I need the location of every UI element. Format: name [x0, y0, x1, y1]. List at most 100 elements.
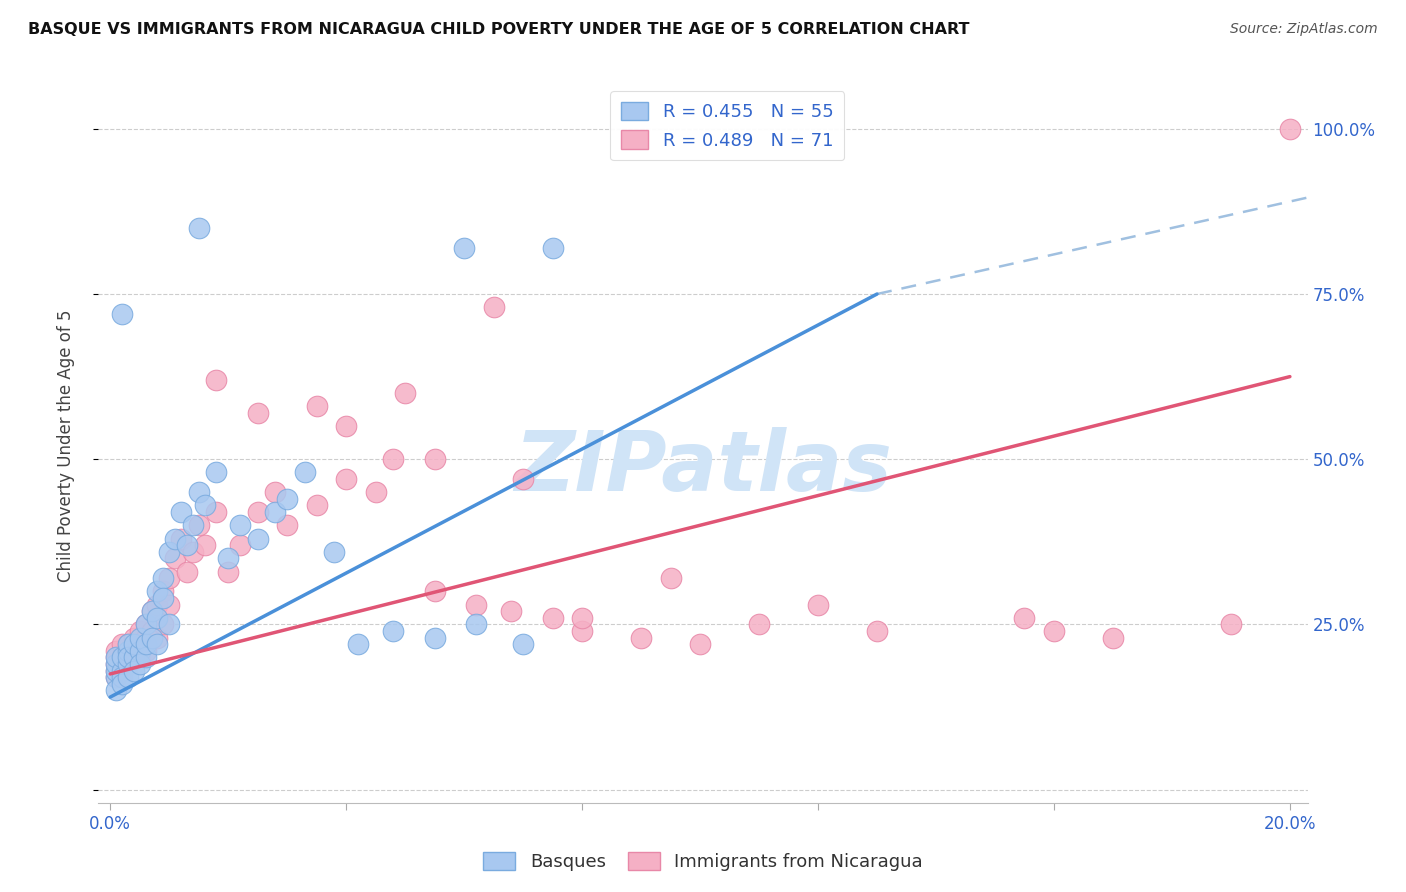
Point — [157, 617, 180, 632]
Point — [128, 657, 150, 671]
Point — [866, 624, 889, 638]
Point — [111, 637, 134, 651]
Point — [135, 631, 157, 645]
Point — [276, 491, 298, 506]
Point — [423, 584, 446, 599]
Point — [105, 657, 128, 671]
Point — [141, 604, 163, 618]
Point — [141, 631, 163, 645]
Point — [122, 664, 145, 678]
Point — [464, 598, 486, 612]
Point — [571, 611, 593, 625]
Point — [1102, 631, 1125, 645]
Point — [146, 631, 169, 645]
Point — [157, 598, 180, 612]
Point — [111, 664, 134, 678]
Point — [1014, 611, 1036, 625]
Point — [335, 472, 357, 486]
Point — [181, 518, 204, 533]
Point — [571, 624, 593, 638]
Point — [205, 373, 228, 387]
Point — [501, 604, 523, 618]
Point — [165, 532, 187, 546]
Point — [128, 650, 150, 665]
Point — [105, 657, 128, 671]
Point — [105, 670, 128, 684]
Point — [122, 637, 145, 651]
Point — [146, 584, 169, 599]
Point — [128, 624, 150, 638]
Text: BASQUE VS IMMIGRANTS FROM NICARAGUA CHILD POVERTY UNDER THE AGE OF 5 CORRELATION: BASQUE VS IMMIGRANTS FROM NICARAGUA CHIL… — [28, 22, 970, 37]
Point — [394, 386, 416, 401]
Point — [541, 611, 564, 625]
Point — [146, 611, 169, 625]
Point — [105, 664, 128, 678]
Point — [105, 650, 128, 665]
Point — [323, 545, 346, 559]
Point — [117, 650, 139, 665]
Point — [1043, 624, 1066, 638]
Point — [135, 637, 157, 651]
Point — [146, 637, 169, 651]
Point — [1278, 121, 1301, 136]
Point — [135, 617, 157, 632]
Point — [264, 485, 287, 500]
Point — [181, 545, 204, 559]
Point — [117, 637, 139, 651]
Point — [187, 221, 209, 235]
Point — [122, 631, 145, 645]
Point — [464, 617, 486, 632]
Point — [305, 400, 328, 414]
Point — [229, 518, 252, 533]
Point — [105, 644, 128, 658]
Point — [176, 565, 198, 579]
Point — [135, 617, 157, 632]
Point — [105, 664, 128, 678]
Point — [141, 604, 163, 618]
Point — [423, 452, 446, 467]
Point — [152, 571, 174, 585]
Point — [246, 505, 269, 519]
Point — [128, 631, 150, 645]
Point — [152, 584, 174, 599]
Point — [111, 657, 134, 671]
Point — [170, 505, 193, 519]
Point — [423, 631, 446, 645]
Point — [157, 571, 180, 585]
Point — [105, 683, 128, 698]
Point — [117, 637, 139, 651]
Point — [141, 624, 163, 638]
Point — [630, 631, 652, 645]
Text: ZIPatlas: ZIPatlas — [515, 427, 891, 508]
Point — [122, 650, 145, 665]
Point — [111, 307, 134, 321]
Point — [382, 624, 405, 638]
Point — [246, 406, 269, 420]
Point — [111, 664, 134, 678]
Point — [152, 617, 174, 632]
Point — [229, 538, 252, 552]
Point — [512, 472, 534, 486]
Point — [482, 300, 505, 314]
Point — [111, 650, 134, 665]
Point — [453, 241, 475, 255]
Legend: Basques, Immigrants from Nicaragua: Basques, Immigrants from Nicaragua — [475, 845, 931, 879]
Point — [541, 241, 564, 255]
Point — [117, 644, 139, 658]
Point — [170, 532, 193, 546]
Point — [105, 650, 128, 665]
Point — [135, 650, 157, 665]
Point — [382, 452, 405, 467]
Point — [335, 419, 357, 434]
Point — [659, 571, 682, 585]
Point — [205, 466, 228, 480]
Point — [512, 637, 534, 651]
Point — [194, 538, 217, 552]
Point — [111, 677, 134, 691]
Point — [165, 551, 187, 566]
Point — [364, 485, 387, 500]
Point — [276, 518, 298, 533]
Point — [217, 551, 239, 566]
Point — [187, 518, 209, 533]
Y-axis label: Child Poverty Under the Age of 5: Child Poverty Under the Age of 5 — [56, 310, 75, 582]
